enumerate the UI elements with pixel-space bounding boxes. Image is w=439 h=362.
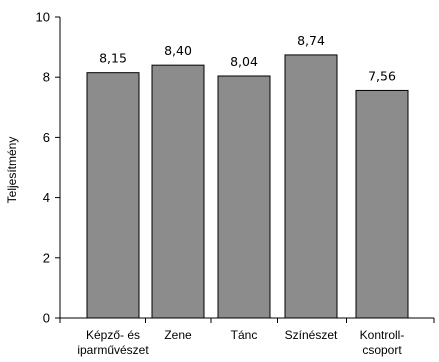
y-tick-label: 2 <box>43 250 50 265</box>
x-tick-label: Képző- és <box>86 328 140 342</box>
bar-value-label: 8,74 <box>297 33 325 48</box>
y-tick-label: 10 <box>36 10 50 25</box>
x-tick-label: Zene <box>164 328 192 342</box>
x-tick-label: Kontroll- <box>360 328 405 342</box>
y-tick-label: 6 <box>43 130 50 145</box>
bar-value-label: 8,40 <box>164 43 192 58</box>
y-axis-label: Teljesítmény <box>5 137 19 204</box>
bar <box>217 75 271 319</box>
bar <box>284 54 338 319</box>
bar-value-label: 7,56 <box>368 68 396 83</box>
bar <box>86 72 140 319</box>
bars: 8,15 8,40 8,04 8,74 7,56 <box>86 33 409 319</box>
x-tick-label: Tánc <box>231 328 258 342</box>
bar-value-label: 8,15 <box>99 51 127 66</box>
bar <box>151 64 205 319</box>
bar <box>355 89 409 319</box>
y-tick-label: 4 <box>43 190 50 205</box>
y-tick-label: 8 <box>43 70 50 85</box>
x-tick-label: iparművészet <box>77 343 149 357</box>
bar-value-label: 8,04 <box>230 54 258 69</box>
x-tick-label: csoport <box>362 343 402 357</box>
y-tick-label: 0 <box>43 311 50 326</box>
x-tick-label: Színészet <box>285 328 338 342</box>
y-axis: 0 2 4 6 8 10 <box>36 10 61 326</box>
